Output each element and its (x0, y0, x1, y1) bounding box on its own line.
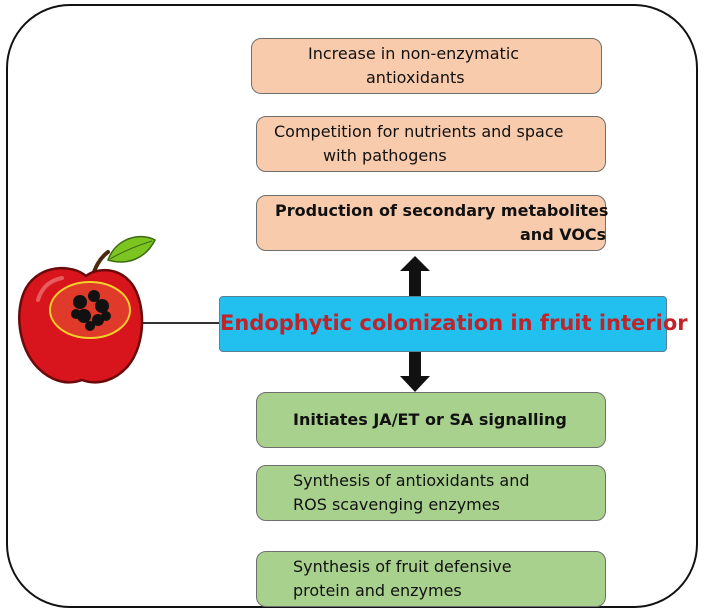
lower-box-antioxidant-synthesis-line1: Synthesis of antioxidants and (293, 471, 530, 490)
lower-box-signalling-line1: Initiates JA/ET or SA signalling (293, 410, 567, 429)
upper-box-secondary-metabolites-line1: Production of secondary metabolites (275, 201, 609, 220)
upper-box-competition: Competition for nutrients and space with… (256, 116, 606, 172)
upper-box-antioxidants-line2: antioxidants (366, 68, 465, 87)
down-arrow-icon (400, 352, 430, 392)
center-box: Endophytic colonization in fruit interio… (219, 296, 688, 352)
apple-icon (18, 235, 156, 384)
upper-box-competition-line1: Competition for nutrients and space (274, 122, 564, 141)
apple-connector-line (138, 322, 219, 324)
diagram-frame (6, 4, 698, 608)
upper-box-antioxidants: Increase in non-enzymatic antioxidants (251, 38, 602, 94)
upper-box-secondary-metabolites-line2: and VOCs (520, 225, 607, 244)
lower-box-antioxidant-synthesis: Synthesis of antioxidants and ROS scaven… (256, 465, 606, 521)
lower-box-signalling: Initiates JA/ET or SA signalling (256, 392, 606, 448)
lower-box-defensive-protein-line2: protein and enzymes (293, 581, 462, 600)
upper-box-secondary-metabolites: Production of secondary metabolites and … (256, 195, 609, 251)
lower-box-defensive-protein: Synthesis of fruit defensive protein and… (256, 551, 606, 607)
upper-box-antioxidants-line1: Increase in non-enzymatic (308, 44, 520, 63)
upper-box-competition-line2: with pathogens (323, 146, 447, 165)
up-arrow-icon (400, 256, 430, 296)
lower-box-antioxidant-synthesis-line2: ROS scavenging enzymes (293, 495, 500, 514)
lower-box-defensive-protein-line1: Synthesis of fruit defensive (293, 557, 512, 576)
